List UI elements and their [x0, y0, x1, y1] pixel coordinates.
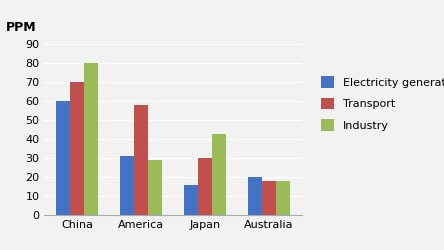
Bar: [120, 156, 134, 215]
Legend: Electricity generation, Transport, Industry: Electricity generation, Transport, Indus…: [318, 73, 444, 134]
Bar: [276, 181, 290, 215]
Bar: [148, 160, 163, 215]
Bar: [248, 177, 262, 215]
Text: PPM: PPM: [6, 20, 36, 34]
Bar: [198, 158, 212, 215]
Bar: [70, 82, 84, 215]
Bar: [134, 105, 148, 215]
Bar: [84, 64, 98, 215]
Bar: [56, 101, 70, 215]
Bar: [262, 181, 276, 215]
Bar: [212, 134, 226, 215]
Bar: [184, 185, 198, 215]
